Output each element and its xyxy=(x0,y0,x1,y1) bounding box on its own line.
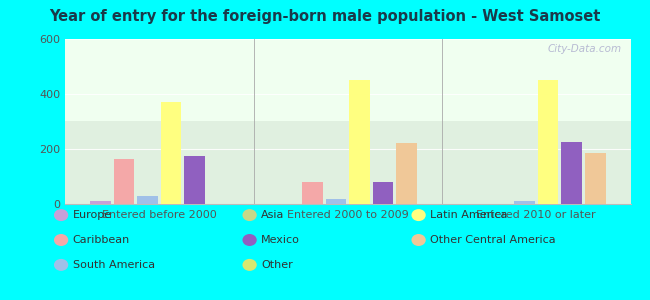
Bar xyxy=(161,102,181,204)
Bar xyxy=(137,196,158,204)
Text: Year of entry for the foreign-born male population - West Samoset: Year of entry for the foreign-born male … xyxy=(49,9,601,24)
Bar xyxy=(349,80,370,204)
Text: Other Central America: Other Central America xyxy=(430,235,556,245)
Bar xyxy=(114,159,135,204)
Text: South America: South America xyxy=(73,260,155,270)
Text: Latin America: Latin America xyxy=(430,210,508,220)
Text: Europe: Europe xyxy=(73,210,112,220)
Bar xyxy=(65,122,630,204)
Text: Other: Other xyxy=(261,260,293,270)
Bar xyxy=(396,143,417,204)
Bar xyxy=(90,201,110,204)
Bar xyxy=(561,142,582,204)
Bar xyxy=(514,201,535,204)
Text: City-Data.com: City-Data.com xyxy=(548,44,622,54)
Text: Caribbean: Caribbean xyxy=(73,235,130,245)
Bar xyxy=(538,80,558,204)
Bar xyxy=(302,182,323,204)
Bar xyxy=(65,39,630,204)
Bar xyxy=(585,153,606,204)
Text: Mexico: Mexico xyxy=(261,235,300,245)
Bar xyxy=(184,156,205,204)
Bar xyxy=(372,182,393,204)
Bar xyxy=(326,199,346,204)
Text: Asia: Asia xyxy=(261,210,285,220)
